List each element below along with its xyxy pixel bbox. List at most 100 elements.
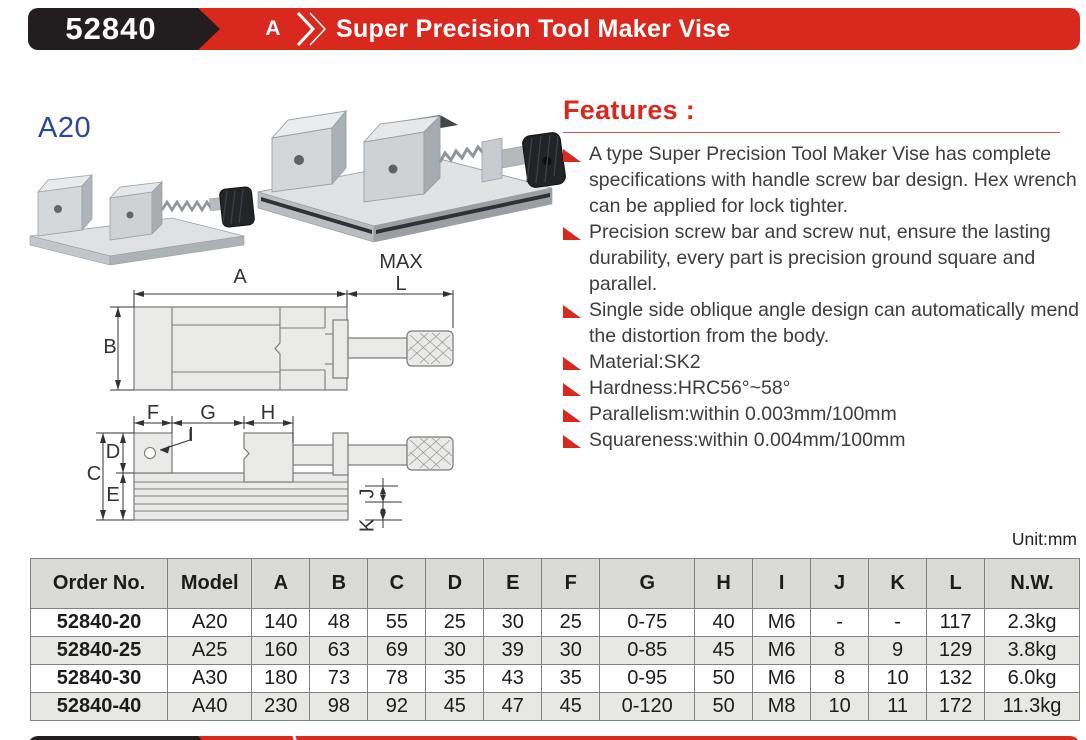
table-cell: - (868, 608, 928, 637)
features-section: Features : A type Super Precision Tool M… (563, 95, 1086, 453)
header-cell: B (309, 558, 369, 609)
feature-item: Parallelism:within 0.003mm/100mm (563, 401, 1086, 427)
unit-note: Unit:mm (1011, 529, 1077, 549)
table-cell: 8 (810, 636, 870, 665)
dim-label-i: I (188, 424, 194, 446)
table-cell: 129 (926, 636, 986, 665)
table-cell: 50 (694, 692, 754, 721)
product-photo-small (29, 173, 255, 266)
table-cell: 230 (251, 692, 311, 721)
table-cell: 45 (541, 692, 601, 721)
feature-text: Material:SK2 (589, 351, 701, 373)
feature-item: Precision screw bar and screw nut, ensur… (563, 219, 1086, 297)
header-cell: C (367, 558, 427, 609)
header-cell: I (752, 558, 812, 609)
product-header-bar: 52840 A Super Precision Tool Maker Vise (28, 8, 1080, 50)
feature-item: A type Super Precision Tool Maker Vise h… (563, 141, 1086, 219)
feature-item: Single side oblique angle design can aut… (563, 297, 1086, 349)
table-cell: 11.3kg (984, 692, 1080, 721)
table-cell: 52840-30 (29, 664, 169, 693)
triangle-bullet-icon (563, 383, 581, 396)
header-cell: G (599, 558, 696, 609)
header-cell: A (251, 558, 311, 609)
table-cell: 48 (309, 608, 369, 637)
feature-text: Squareness:within 0.004mm/100mm (589, 429, 906, 451)
table-cell: 39 (483, 636, 543, 665)
header-cell: L (926, 558, 986, 609)
table-cell: - (810, 608, 870, 637)
table-cell: 132 (926, 664, 986, 693)
table-cell: 52840-40 (29, 692, 169, 721)
table-cell: 92 (367, 692, 427, 721)
table-cell: 55 (367, 608, 427, 637)
header-cell: F (541, 558, 601, 609)
table-cell: 11 (868, 692, 928, 721)
table-cell: 35 (425, 664, 485, 693)
triangle-bullet-icon (563, 227, 581, 240)
model-label: A20 (38, 112, 92, 144)
dim-label-max: MAX (379, 251, 423, 273)
triangle-bullet-icon (563, 357, 581, 370)
header-red-bar (168, 8, 1080, 50)
feature-item: Hardness:HRC56°~58° (563, 375, 1086, 401)
table-cell: A30 (167, 664, 253, 693)
table-cell: A25 (167, 636, 253, 665)
dim-label-f: F (146, 402, 160, 424)
header-cell: E (483, 558, 543, 609)
page-title: Super Precision Tool Maker Vise (336, 15, 731, 43)
dim-label-l: L (395, 273, 407, 295)
dim-label-a: A (233, 266, 247, 288)
triangle-bullet-icon (563, 149, 581, 162)
header-cell: H (694, 558, 754, 609)
header-cell: Order No. (29, 558, 169, 609)
table-cell: 30 (425, 636, 485, 665)
table-row: 52840-25 A25 160 63 69 30 39 30 0-85 45 … (29, 636, 1080, 665)
header-cell: D (425, 558, 485, 609)
table-cell: 25 (425, 608, 485, 637)
table-cell: M6 (752, 636, 812, 665)
type-code: A (265, 17, 281, 40)
dim-label-g: G (200, 402, 216, 424)
table-cell: 98 (309, 692, 369, 721)
table-cell: 172 (926, 692, 986, 721)
table-cell: 0-95 (599, 664, 696, 693)
spec-table: Order No. Model A B C D E F G H I J K L … (29, 558, 1080, 721)
triangle-bullet-icon (563, 409, 581, 422)
table-cell: 69 (367, 636, 427, 665)
table-cell: 10 (810, 692, 870, 721)
feature-item: Material:SK2 (563, 349, 1086, 375)
product-photo-large (257, 109, 566, 243)
table-cell: M8 (752, 692, 812, 721)
dim-label-j: J (356, 488, 379, 499)
table-cell: M6 (752, 608, 812, 637)
table-cell: 47 (483, 692, 543, 721)
table-cell: 160 (251, 636, 311, 665)
header-cell: N.W. (984, 558, 1080, 609)
table-cell: 180 (251, 664, 311, 693)
triangle-bullet-icon (563, 435, 581, 448)
table-cell: 50 (694, 664, 754, 693)
feature-item: Squareness:within 0.004mm/100mm (563, 427, 1086, 453)
table-cell: 3.8kg (984, 636, 1080, 665)
next-section-bar (28, 736, 1080, 740)
header-cell: K (868, 558, 928, 609)
table-cell: 52840-20 (29, 608, 169, 637)
table-row: 52840-40 A40 230 98 92 45 47 45 0-120 50… (29, 692, 1080, 721)
header-cell: J (810, 558, 870, 609)
table-cell: 45 (694, 636, 754, 665)
table-row: 52840-20 A20 140 48 55 25 30 25 0-75 40 … (29, 608, 1080, 637)
table-cell: 63 (309, 636, 369, 665)
table-cell: 9 (868, 636, 928, 665)
technical-drawing (96, 290, 454, 528)
table-cell: 0-120 (599, 692, 696, 721)
feature-text: Parallelism:within 0.003mm/100mm (589, 403, 897, 425)
chevron-separator-icon (296, 12, 326, 46)
header-cell: Model (167, 558, 253, 609)
table-cell: A40 (167, 692, 253, 721)
table-cell: 40 (694, 608, 754, 637)
feature-text: A type Super Precision Tool Maker Vise h… (589, 143, 1077, 217)
feature-text: Single side oblique angle design can aut… (589, 299, 1079, 347)
table-cell: 140 (251, 608, 311, 637)
table-cell: 30 (483, 608, 543, 637)
feature-text: Precision screw bar and screw nut, ensur… (589, 221, 1051, 295)
